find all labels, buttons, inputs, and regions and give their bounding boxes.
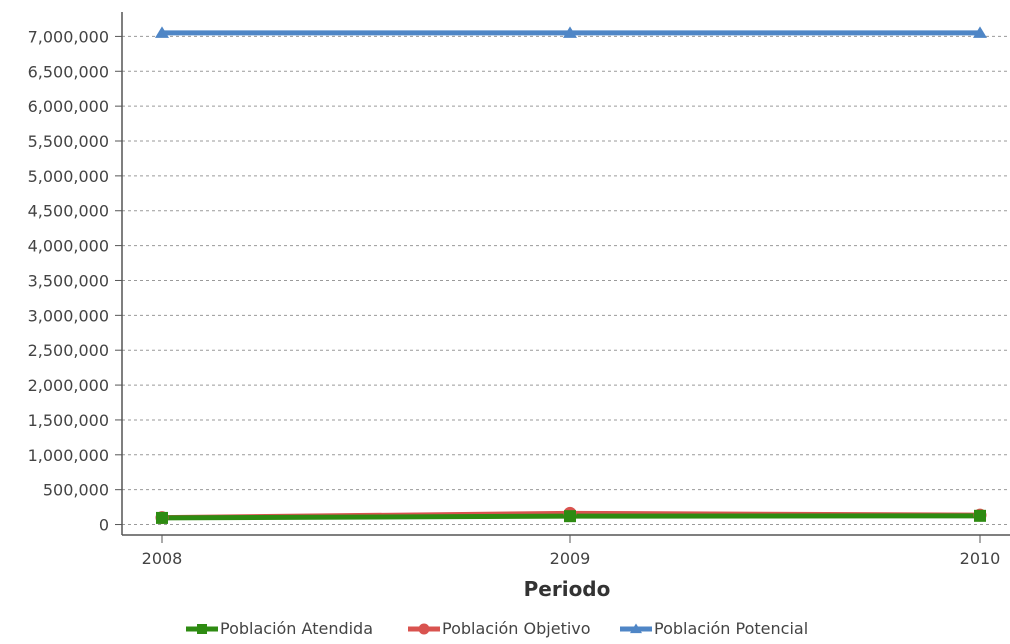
y-tick-label: 1,500,000 <box>28 411 109 430</box>
data-point-poblacion-atendida <box>974 509 986 522</box>
series-markers <box>155 26 987 525</box>
grid-lines <box>122 35 1010 526</box>
data-point-poblacion-atendida <box>156 511 168 524</box>
axes: 0 500,000 1,000,000 1,500,000 2,000,000 2,500… <box>28 12 1010 568</box>
y-tick-label: 2,500,000 <box>28 341 109 360</box>
y-tick-label: 1,000,000 <box>28 446 109 465</box>
y-tick-label: 4,000,000 <box>28 237 109 256</box>
x-axis-title: Periodo <box>524 577 611 601</box>
legend-marker-poblacion-objetivo <box>418 623 430 635</box>
x-tick-label: 2008 <box>142 549 183 568</box>
y-tick-label: 4,500,000 <box>28 202 109 221</box>
y-tick-label: 500,000 <box>43 481 109 500</box>
data-point-poblacion-potencial <box>973 26 987 38</box>
data-point-poblacion-atendida <box>564 510 576 523</box>
legend-label-poblacion-potencial: Población Potencial <box>654 619 808 638</box>
legend-label-poblacion-objetivo: Población Objetivo <box>442 619 591 638</box>
legend: Población Atendida Población Objetivo Pobl… <box>186 619 808 638</box>
data-point-poblacion-potencial <box>155 26 169 38</box>
y-tick-label: 0 <box>99 516 109 535</box>
y-tick-label: 6,000,000 <box>28 97 109 116</box>
y-tick-label: 3,500,000 <box>28 271 109 290</box>
legend-label-poblacion-atendida: Población Atendida <box>220 619 373 638</box>
y-tick-label: 6,500,000 <box>28 62 109 81</box>
y-tick-label: 7,000,000 <box>28 27 109 46</box>
y-tick-label: 2,000,000 <box>28 376 109 395</box>
x-tick-label: 2010 <box>960 549 1001 568</box>
y-tick-label: 5,000,000 <box>28 167 109 186</box>
legend-marker-poblacion-atendida <box>197 624 207 634</box>
legend-marker-poblacion-potencial <box>630 623 642 634</box>
data-point-poblacion-potencial <box>563 26 577 38</box>
x-tick-label: 2009 <box>550 549 591 568</box>
y-tick-label: 3,000,000 <box>28 306 109 325</box>
y-tick-label: 5,500,000 <box>28 132 109 151</box>
